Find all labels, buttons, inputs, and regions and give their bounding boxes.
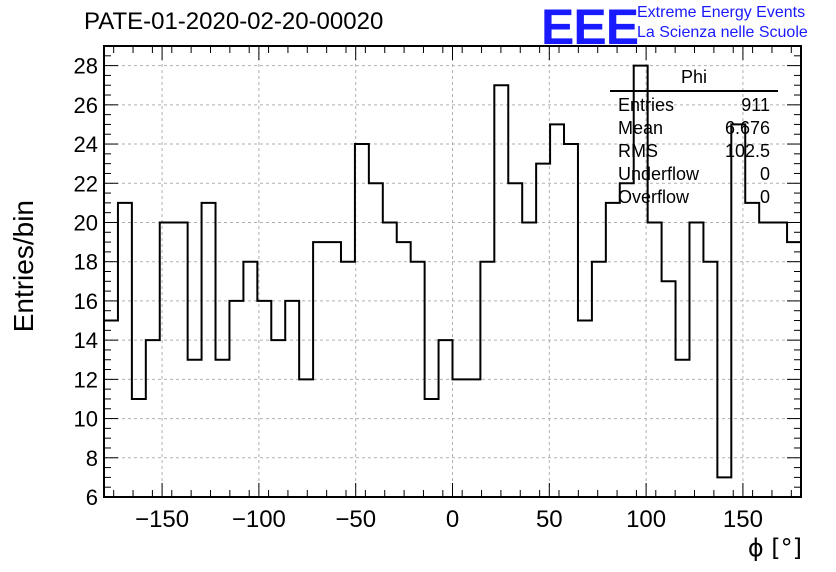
histogram-bin [397,242,411,497]
x-axis-ticks: −150 −100 −50 0 50 100 150 [113,46,792,533]
histogram-bin [369,183,383,497]
histogram-bin [425,399,439,497]
y-tick-label: 10 [74,407,98,432]
y-tick-label: 24 [74,132,98,157]
stats-value: 911 [741,95,770,115]
y-axis-ticks: 6 8 10 12 14 16 18 20 22 24 26 28 [74,54,801,510]
stats-row-rms: RMS 102.5 [610,140,778,163]
histogram-bin [536,164,550,497]
y-tick-label: 20 [74,210,98,235]
histogram-bin [676,360,690,497]
y-tick-label: 26 [74,93,98,118]
x-tick-label: −50 [335,506,376,533]
histogram-outline [104,64,801,479]
histogram-bin [118,203,132,497]
y-tick-label: 6 [86,485,98,510]
histogram-bin [285,301,299,497]
stats-label: RMS [618,141,658,161]
y-tick-label: 8 [86,446,98,471]
logo-subtitle-line2: La Scienza nelle Scuole [637,24,808,41]
y-tick-label: 18 [74,250,98,275]
histogram-bin [662,281,676,497]
stats-box: Phi Entries 911 Mean 6.676 RMS 102.5 Und… [610,66,778,209]
histogram-bin [466,379,480,497]
stats-value: 6.676 [724,118,770,138]
histogram-bin [564,144,578,497]
histogram-bin [146,340,160,497]
histogram-bin [606,203,620,497]
x-tick-label: −100 [232,506,286,533]
y-tick-label: 12 [74,367,98,392]
histogram-bin [216,360,230,497]
stats-label: Overflow [618,187,690,207]
y-tick-label: 16 [74,289,98,314]
stats-row-underflow: Underflow 0 [610,163,778,186]
histogram-series [104,64,801,497]
y-tick-label: 22 [74,171,98,196]
x-tick-label: 150 [723,506,763,533]
stats-title: Phi [610,66,778,92]
x-axis-label: ϕ [°] [747,534,802,562]
histogram-bin [132,399,146,497]
y-axis-label: Entries/bin [8,200,39,333]
histogram-bin [689,222,703,497]
logo-subtitle-line1: Extreme Energy Events [637,4,806,21]
histogram-bin [453,379,467,497]
histogram-bin [508,183,522,497]
stats-row-mean: Mean 6.676 [610,117,778,140]
histogram-bin [411,262,425,497]
x-tick-label: 0 [446,506,459,533]
x-tick-label: 50 [536,506,563,533]
eee-logo: EEE [541,0,639,55]
stats-value: 0 [759,187,770,207]
histogram-bin [355,144,369,497]
histogram-bin [717,477,731,497]
histogram-bin [257,301,271,497]
x-tick-label: 100 [626,506,666,533]
histogram-bin [271,340,285,497]
stats-value: 0 [759,164,770,184]
histogram-bin [229,301,243,497]
histogram-bin [522,222,536,497]
y-tick-label: 28 [74,54,98,79]
histogram-bin [620,183,634,497]
histogram-bin [202,203,216,497]
histogram-bin [299,379,313,497]
histogram-bin [648,222,662,497]
histogram-bin [341,262,355,497]
stats-label: Entries [618,95,675,115]
stats-label: Mean [618,118,664,138]
y-tick-label: 14 [74,328,98,353]
chart-title: PATE-01-2020-02-20-00020 [84,8,384,35]
histogram-bin [439,340,453,497]
histogram-bin [327,242,341,497]
histogram-bin [494,85,508,497]
histogram-bin [480,262,494,497]
histogram-bin [745,203,759,497]
histogram-bin [592,262,606,497]
histogram-bin [160,222,174,497]
histogram-bin [550,124,564,497]
stats-row-overflow: Overflow 0 [610,186,778,209]
histogram-bin [578,321,592,497]
histogram-bin [313,242,327,497]
histogram-bin [383,222,397,497]
stats-row-entries: Entries 911 [610,94,778,117]
histogram-bin [773,222,787,497]
histogram-bin [243,262,257,497]
x-tick-label: −150 [135,506,189,533]
stats-label: Underflow [618,164,700,184]
histogram-bin [188,360,202,497]
stats-value: 102.5 [724,141,770,161]
histogram-bin [703,262,717,497]
histogram-bin [174,222,188,497]
histogram-bin [759,222,773,497]
